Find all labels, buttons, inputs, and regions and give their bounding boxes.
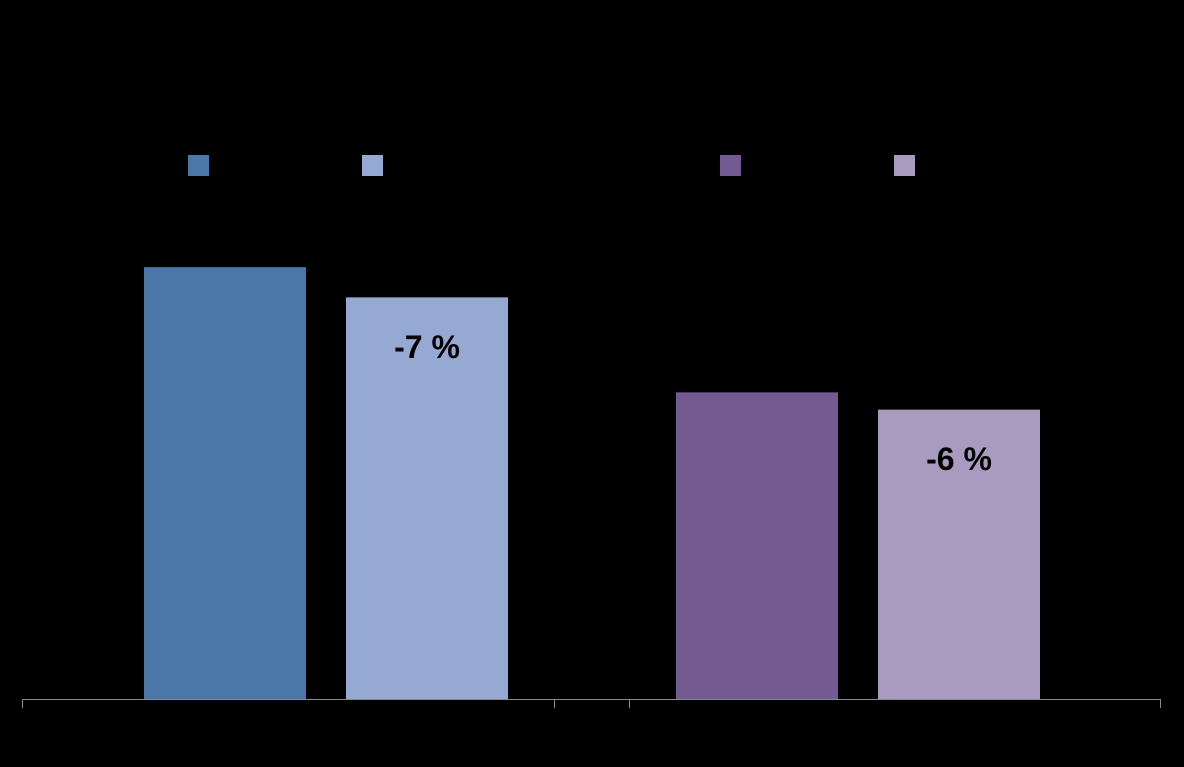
bar — [144, 267, 306, 699]
bar — [346, 297, 508, 699]
change-label: -6 % — [926, 441, 992, 477]
legend-swatch — [188, 155, 209, 176]
legend-swatch — [362, 155, 383, 176]
change-label: -7 % — [394, 329, 460, 365]
bar — [676, 392, 838, 699]
legend-swatch — [894, 155, 915, 176]
legend-swatch — [720, 155, 741, 176]
bar — [878, 409, 1040, 699]
